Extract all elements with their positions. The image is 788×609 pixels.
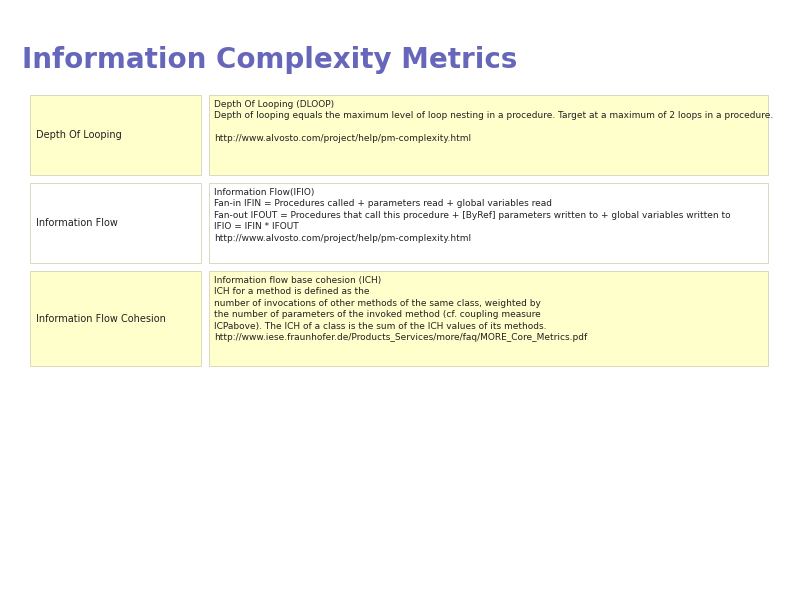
Bar (30, 95, 201, 175)
Bar (30, 271, 201, 366)
Text: Information Flow: Information Flow (36, 218, 118, 228)
Text: 15: 15 (20, 588, 35, 600)
Text: IBM Software Group: IBM Software Group (108, 9, 225, 21)
Text: Information Complexity Metrics: Information Complexity Metrics (22, 46, 518, 74)
Bar (30, 183, 201, 263)
Text: Information flow base cohesion (ICH)
ICH for a method is defined as the
number o: Information flow base cohesion (ICH) ICH… (214, 276, 587, 342)
Bar (209, 271, 768, 366)
Text: Information Flow Cohesion: Information Flow Cohesion (36, 314, 166, 323)
Text: Information Flow(IFIO)
Fan-in IFIN = Procedures called + parameters read + globa: Information Flow(IFIO) Fan-in IFIN = Pro… (214, 188, 730, 243)
Text: Depth Of Looping (DLOOP)
Depth of looping equals the maximum level of loop nesti: Depth Of Looping (DLOOP) Depth of loopin… (214, 100, 773, 143)
Text: Depth Of Looping: Depth Of Looping (36, 130, 122, 140)
Bar (209, 183, 768, 263)
Bar (209, 95, 768, 175)
